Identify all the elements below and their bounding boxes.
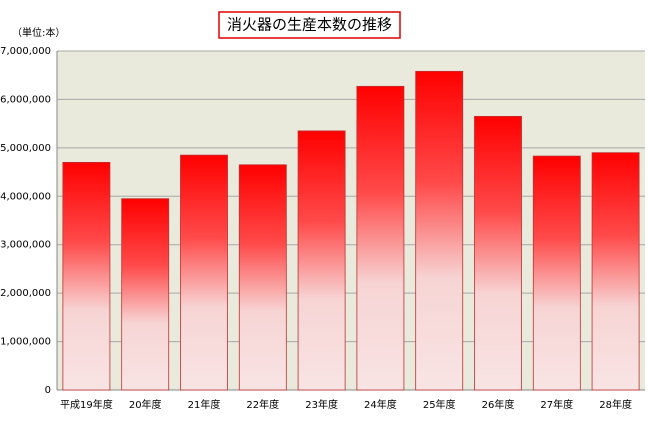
bar [474,115,522,391]
bar [238,164,287,391]
x-tick-label: 25年度 [423,398,456,411]
x-tick-label: 22年度 [246,398,279,411]
bar [415,70,464,391]
x-tick-label: 27年度 [540,398,573,411]
x-tick-label: 21年度 [188,398,221,411]
bar [180,154,228,391]
x-tick-label: 20年度 [129,398,162,411]
x-tick-label: 平成19年度 [60,398,113,411]
y-tick-label: 2,000,000 [0,288,51,299]
bar [62,161,111,391]
y-tick-label: 7,000,000 [0,46,51,57]
x-tick-label: 26年度 [482,398,515,411]
y-tick-label: 5,000,000 [0,143,51,154]
bar [532,155,581,391]
y-tick-label: 1,000,000 [0,337,51,348]
y-tick-label: 0 [45,385,51,396]
y-tick-label: 4,000,000 [0,191,51,202]
x-tick-label: 23年度 [305,398,338,411]
bar [356,85,405,391]
x-tick-label: 24年度 [364,398,397,411]
bar [591,152,640,391]
y-tick-label: 3,000,000 [0,240,51,251]
x-tick-label: 28年度 [599,398,632,411]
bar [297,130,346,391]
bar [121,198,170,391]
chart-title: 消火器の生産本数の推移 [227,16,392,34]
unit-label: （単位:本） [12,26,65,39]
y-tick-label: 6,000,000 [0,94,51,105]
title-box [218,11,401,39]
